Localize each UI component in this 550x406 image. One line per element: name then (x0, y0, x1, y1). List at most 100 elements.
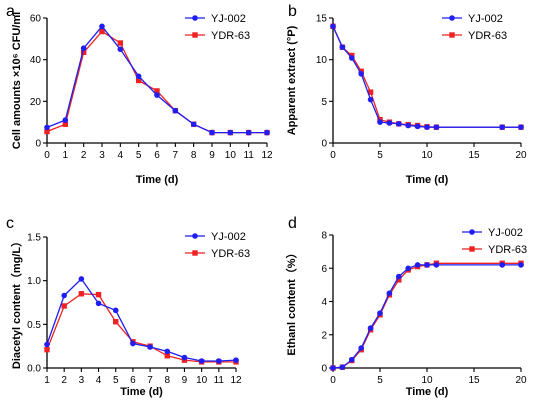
legend-label: YDR-63 (211, 30, 250, 42)
data-point-yj-002 (44, 341, 50, 348)
x-tick-label: 1 (63, 150, 69, 161)
data-point-yj-002 (339, 364, 346, 370)
y-tick-label: 1.0 (27, 276, 41, 287)
data-point-yj-002 (377, 119, 383, 125)
legend-marker-circle (192, 233, 198, 239)
x-tick-label: 10 (225, 150, 237, 161)
y-tick-label: 4 (321, 297, 327, 308)
data-point-yj-002 (245, 129, 252, 136)
x-axis-label: Time (d) (406, 174, 449, 186)
x-tick-label: 3 (79, 375, 85, 386)
data-point-yj-002 (396, 121, 402, 127)
legend-marker-square (469, 246, 475, 252)
data-point-yj-002 (339, 44, 346, 50)
x-tick-label: 11 (214, 375, 225, 386)
legend-label: YDR-63 (488, 244, 527, 256)
x-tick-label: 10 (196, 375, 208, 386)
legend-label: YDR-63 (211, 248, 250, 260)
data-point-yj-002 (386, 290, 393, 296)
legend: YJ-002 YDR-63 (442, 13, 507, 42)
y-tick-label: 2 (321, 330, 327, 341)
data-point-yj-002 (367, 325, 374, 331)
series-line-yj-002 (46, 277, 237, 362)
data-point-yj-002 (518, 262, 524, 268)
data-point-ydr-63 (154, 88, 160, 94)
y-tick-label: 5 (321, 97, 327, 108)
data-point-yj-002 (117, 46, 124, 53)
panel-label: a (6, 3, 15, 20)
data-point-yj-002 (198, 358, 205, 364)
x-tick-label: 15 (468, 375, 480, 386)
y-tick-label: 0 (35, 139, 41, 150)
data-point-yj-002 (190, 121, 197, 128)
x-tick-label: 0 (330, 375, 336, 386)
x-tick-label: 5 (377, 150, 383, 161)
y-axis-label: Ethanl content（%） (285, 247, 298, 355)
data-point-yj-002 (396, 273, 402, 280)
x-tick-label: 10 (421, 375, 433, 386)
data-point-yj-002 (112, 307, 119, 314)
data-point-yj-002 (499, 262, 506, 268)
legend-marker-square (192, 250, 198, 256)
data-point-ydr-63 (62, 121, 69, 127)
data-point-yj-002 (62, 117, 69, 123)
x-tick-label: 15 (468, 150, 480, 161)
x-tick-label: 4 (118, 150, 124, 161)
x-axis-label: Time (d) (120, 386, 163, 398)
data-point-yj-002 (367, 96, 374, 103)
legend-label: YJ-002 (468, 13, 503, 25)
legend: YJ-002 YDR-63 (185, 231, 250, 260)
data-point-yj-002 (264, 129, 270, 136)
data-point-yj-002 (330, 23, 336, 30)
data-point-yj-002 (424, 262, 430, 268)
x-axis-label: Time (d) (136, 174, 179, 186)
data-point-ydr-63 (44, 346, 50, 353)
data-point-yj-002 (349, 356, 355, 363)
series-line-yj-002 (46, 25, 267, 134)
y-tick-label: 0 (321, 139, 327, 150)
x-tick-label: 2 (81, 150, 87, 161)
x-tick-label: 11 (243, 150, 254, 161)
x-tick-label: 6 (154, 150, 160, 161)
panel-d: d 0 2 4 6 8 0 5 10 15 20 Time (d) Ethanl content（%） Y… (285, 215, 527, 398)
data-point-yj-002 (147, 344, 153, 350)
y-axis-label: Cell amounts ×10⁶ CFU/ml (11, 12, 23, 149)
legend-label: YJ-002 (488, 227, 523, 239)
data-point-yj-002 (44, 124, 50, 131)
x-tick-label: 3 (99, 150, 105, 161)
data-point-yj-002 (330, 365, 336, 371)
legend-marker-circle (192, 15, 198, 21)
data-point-yj-002 (414, 262, 421, 268)
x-tick-label: 6 (130, 375, 136, 386)
data-point-ydr-63 (113, 319, 119, 325)
series-line-ydr-63 (46, 30, 267, 134)
data-point-yj-002 (358, 345, 365, 351)
x-tick-label: 12 (230, 375, 242, 386)
legend: YJ-002 YDR-63 (462, 227, 527, 256)
x-tick-label: 5 (136, 150, 142, 161)
data-point-ydr-63 (99, 28, 105, 35)
y-tick-label: 15 (316, 14, 328, 25)
y-tick-label: 10 (316, 55, 328, 66)
y-tick-label: 40 (30, 55, 42, 66)
legend-marker-circle (469, 229, 475, 235)
data-point-yj-002 (405, 265, 412, 272)
legend-marker-square (192, 32, 198, 38)
data-point-ydr-63 (80, 49, 87, 56)
y-axis-label: Apparent extract (°P) (286, 25, 298, 135)
x-tick-label: 8 (164, 375, 170, 386)
x-tick-label: 10 (421, 150, 433, 161)
data-point-yj-002 (233, 357, 239, 363)
panel-label: d (288, 215, 297, 232)
x-tick-label: 5 (113, 375, 119, 386)
data-point-yj-002 (358, 71, 365, 77)
x-tick-label: 9 (182, 375, 188, 386)
legend-label: YJ-002 (211, 231, 246, 243)
y-tick-label: 60 (30, 14, 42, 25)
data-point-yj-002 (181, 354, 188, 361)
data-point-yj-002 (414, 123, 421, 130)
x-tick-label: 12 (261, 150, 273, 161)
x-tick-label: 2 (61, 375, 67, 386)
data-point-yj-002 (135, 73, 142, 80)
